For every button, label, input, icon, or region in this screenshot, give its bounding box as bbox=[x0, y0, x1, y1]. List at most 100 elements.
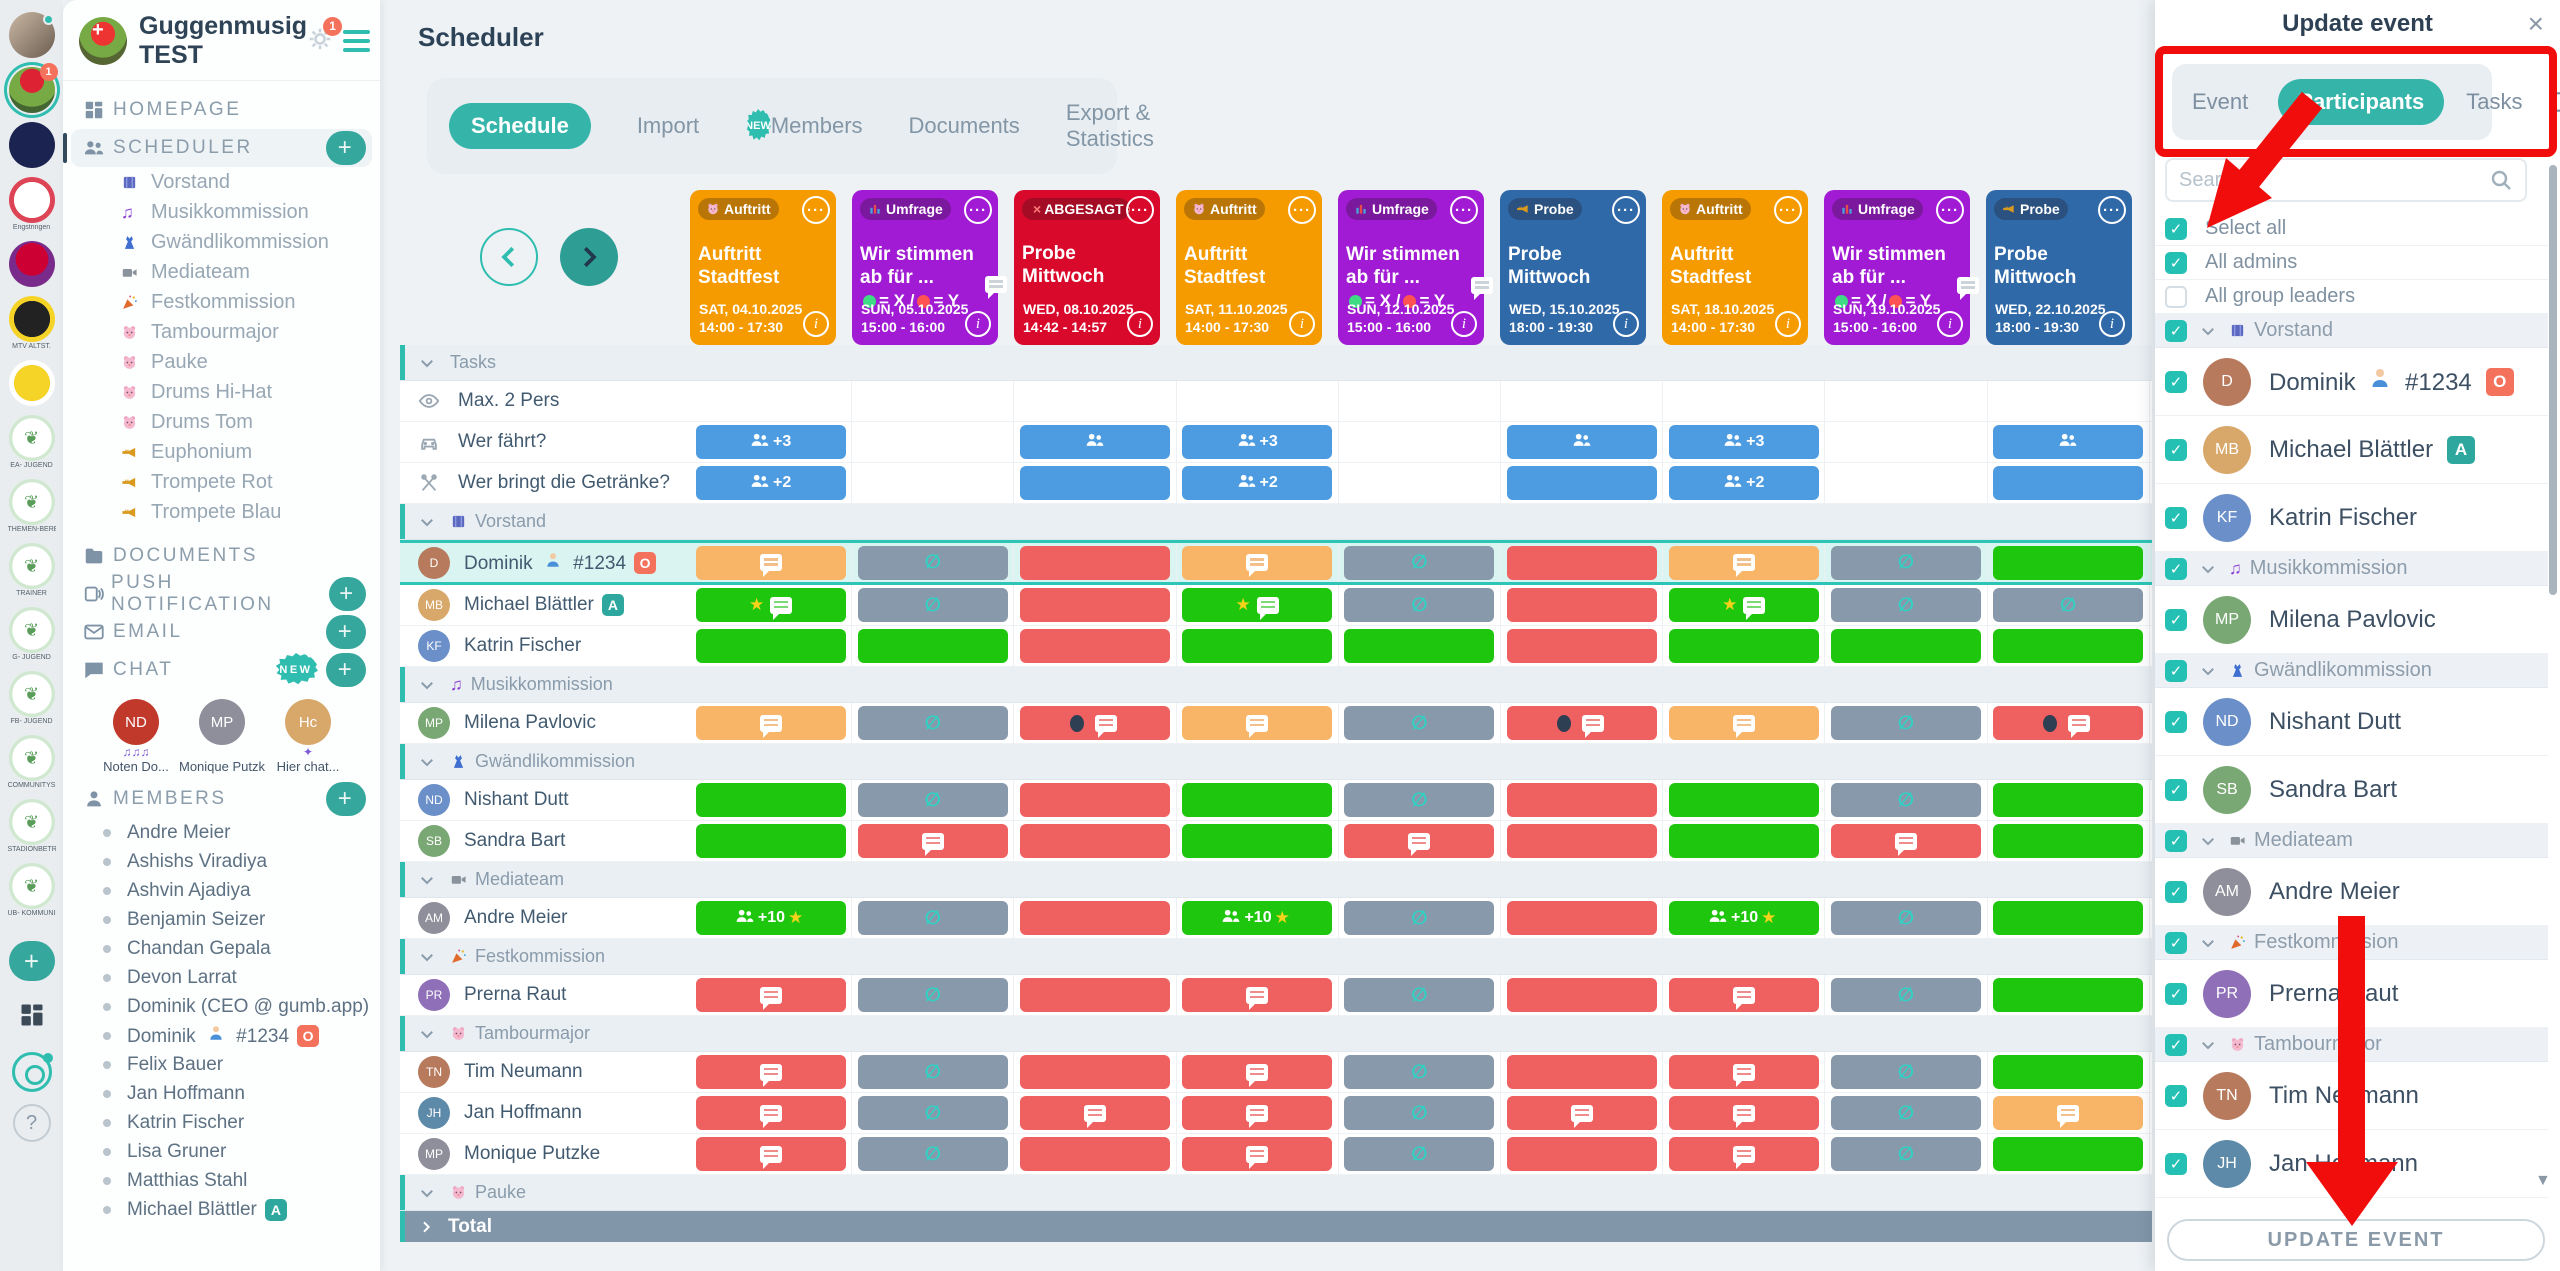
attendance-cell[interactable] bbox=[1182, 824, 1333, 858]
card-menu-icon[interactable]: ··· bbox=[964, 196, 992, 224]
attendance-cell[interactable] bbox=[1506, 978, 1657, 1012]
attendance-cell[interactable]: ∅ bbox=[857, 1137, 1008, 1171]
panel-tab-tasks[interactable]: Tasks bbox=[2466, 89, 2523, 114]
attendance-cell[interactable]: ∅ bbox=[857, 588, 1008, 622]
event-card[interactable]: Umfrage ··· Wir stimmen ab für ... = X / = Y… bbox=[1824, 190, 1970, 345]
attendance-cell[interactable]: ∅ bbox=[1344, 1096, 1495, 1130]
attendance-cell[interactable] bbox=[1019, 1096, 1170, 1130]
card-menu-icon[interactable]: ··· bbox=[1612, 196, 1640, 224]
group-header-vorstand[interactable]: Vorstand bbox=[400, 504, 2152, 540]
checkbox[interactable]: ✓ bbox=[2165, 931, 2187, 954]
attendance-cell[interactable] bbox=[1506, 425, 1657, 459]
attendance-cell[interactable] bbox=[1668, 1055, 1819, 1089]
attendance-cell[interactable]: +3 bbox=[695, 425, 846, 459]
tab-export-statistics[interactable]: Export & Statistics bbox=[1065, 100, 1154, 151]
group-header-tambourmajor[interactable]: Tambourmajor bbox=[400, 1016, 2152, 1052]
attendance-cell[interactable] bbox=[1182, 978, 1333, 1012]
attendance-cell[interactable] bbox=[1993, 629, 2144, 663]
attendance-cell[interactable] bbox=[1668, 629, 1819, 663]
checkbox[interactable]: ✓ bbox=[2165, 557, 2187, 580]
group-header-mediateam[interactable]: Mediateam bbox=[400, 862, 2152, 898]
event-card[interactable]: Probe ··· Probe Mittwoch WED, 22.10.2025 18:… bbox=[1957, 190, 2132, 345]
attendance-cell[interactable] bbox=[1019, 466, 1170, 500]
chat-item[interactable]: ND ♫♫♫ Noten Do... bbox=[93, 699, 179, 774]
card-menu-icon[interactable]: ··· bbox=[1126, 196, 1154, 224]
add-organization-button[interactable]: + bbox=[8, 941, 55, 981]
card-menu-icon[interactable]: ··· bbox=[802, 196, 830, 224]
add-push-button[interactable]: + bbox=[328, 577, 366, 611]
attendance-cell[interactable] bbox=[857, 629, 1008, 663]
tab-import[interactable]: Import bbox=[636, 113, 700, 138]
attendance-cell[interactable] bbox=[695, 824, 846, 858]
panel-member-row[interactable]: ✓ KF Katrin Fischer bbox=[2155, 484, 2548, 552]
checkbox[interactable]: ✓ bbox=[2165, 1084, 2187, 1107]
info-icon[interactable]: i bbox=[1613, 311, 1639, 337]
checkbox[interactable]: ✓ bbox=[2165, 710, 2187, 733]
panel-member-row[interactable]: ✓ SB Sandra Bart bbox=[2155, 756, 2548, 824]
next-arrow-button[interactable] bbox=[560, 228, 618, 286]
sidebar-item-scheduler[interactable]: SCHEDULER + bbox=[63, 129, 372, 167]
attendance-cell[interactable] bbox=[1668, 824, 1819, 858]
event-card[interactable]: ×ABGESAGT×··· Probe Mittwoch WED, 08.10.20… bbox=[985, 190, 1160, 345]
member-list-item[interactable]: Katrin Fischer bbox=[63, 1108, 380, 1137]
checkbox[interactable]: ✓ bbox=[2165, 829, 2187, 852]
option-all-admins[interactable]: ✓ All admins bbox=[2155, 246, 2548, 280]
panel-group-tambourmajor[interactable]: ✓ Tambourmajor bbox=[2155, 1028, 2548, 1062]
attendance-cell[interactable]: ∅ bbox=[857, 1055, 1008, 1089]
checkbox[interactable]: ✓ bbox=[2165, 506, 2187, 529]
group-header-gw-ndlikommission[interactable]: Gwändlikommission bbox=[400, 744, 2152, 780]
card-menu-icon[interactable]: ··· bbox=[1450, 196, 1478, 224]
tab-documents[interactable]: Documents bbox=[908, 113, 1020, 138]
attendance-cell[interactable]: ∅ bbox=[1830, 588, 1981, 622]
attendance-cell[interactable] bbox=[1344, 824, 1495, 858]
attendance-cell[interactable] bbox=[1182, 629, 1333, 663]
attendance-cell[interactable]: ∅ bbox=[1344, 978, 1495, 1012]
chat-item[interactable]: MP Monique Putzke bbox=[179, 699, 265, 774]
add-members-button[interactable]: + bbox=[326, 782, 366, 816]
organization-avatar[interactable]: MTV ALTST. bbox=[8, 296, 56, 351]
panel-group-musikkommission[interactable]: ✓ ♫ Musikkommission bbox=[2155, 552, 2548, 586]
info-icon[interactable]: i bbox=[1127, 311, 1153, 337]
add-email-button[interactable]: + bbox=[326, 615, 366, 649]
attendance-cell[interactable]: ∅ bbox=[1830, 706, 1981, 740]
attendance-cell[interactable] bbox=[1993, 545, 2144, 580]
attendance-cell[interactable] bbox=[1019, 1055, 1170, 1089]
organization-avatar[interactable]: 1 bbox=[8, 63, 58, 113]
panel-member-row[interactable]: ✓ D Dominik #1234 O bbox=[2155, 348, 2548, 416]
sidebar-group-tambourmajor[interactable]: Tambourmajor bbox=[63, 317, 380, 347]
card-menu-icon[interactable]: ··· bbox=[2098, 196, 2126, 224]
attendance-cell[interactable] bbox=[1182, 1137, 1333, 1171]
panel-group-gw-ndlikommission[interactable]: ✓ Gwändlikommission bbox=[2155, 654, 2548, 688]
sidebar-group-musikkommission[interactable]: ♫ Musikkommission bbox=[63, 197, 380, 227]
sidebar-group-mediateam[interactable]: Mediateam bbox=[63, 257, 380, 287]
checkbox[interactable]: ✓ bbox=[2165, 370, 2187, 393]
attendance-cell[interactable] bbox=[1993, 978, 2144, 1012]
attendance-cell[interactable] bbox=[1993, 425, 2144, 459]
attendance-cell[interactable]: ∅ bbox=[1830, 1055, 1981, 1089]
sidebar-item-members[interactable]: MEMBERS + bbox=[63, 780, 380, 818]
organization-avatar[interactable]: Engstringen bbox=[8, 177, 56, 232]
attendance-cell[interactable] bbox=[1019, 978, 1170, 1012]
attendance-cell[interactable] bbox=[695, 545, 846, 580]
info-icon[interactable]: i bbox=[1937, 311, 1963, 337]
attendance-cell[interactable] bbox=[1993, 466, 2144, 500]
attendance-cell[interactable] bbox=[1506, 1096, 1657, 1130]
sidebar-group-pauke[interactable]: Pauke bbox=[63, 347, 380, 377]
chat-item[interactable]: Hc ✦ Hier chat... bbox=[265, 699, 351, 774]
member-list-item[interactable]: Lisa Gruner bbox=[63, 1137, 380, 1166]
attendance-cell[interactable]: ∅ bbox=[857, 545, 1008, 580]
checkbox[interactable]: ✓ bbox=[2165, 1033, 2187, 1056]
attendance-cell[interactable] bbox=[1668, 1137, 1819, 1171]
option-select-all[interactable]: ✓ Select all bbox=[2155, 212, 2548, 246]
organization-avatar[interactable]: ❦ G- JUGEND bbox=[8, 607, 56, 662]
attendance-cell[interactable] bbox=[1019, 706, 1170, 740]
attendance-cell[interactable]: ★ bbox=[1182, 588, 1333, 622]
event-card[interactable]: Umfrage ··· Wir stimmen ab für ... = X / = Y… bbox=[1338, 190, 1484, 345]
group-header-pauke[interactable]: Pauke bbox=[400, 1175, 2152, 1211]
attendance-cell[interactable]: ∅ bbox=[1830, 545, 1981, 580]
attendance-cell[interactable] bbox=[1019, 588, 1170, 622]
attendance-cell[interactable]: ∅ bbox=[1993, 588, 2144, 622]
panel-member-row[interactable]: ✓ ND Nishant Dutt bbox=[2155, 688, 2548, 756]
attendance-cell[interactable]: ∅ bbox=[1830, 1096, 1981, 1130]
panel-group-vorstand[interactable]: ✓ Vorstand bbox=[2155, 314, 2548, 348]
